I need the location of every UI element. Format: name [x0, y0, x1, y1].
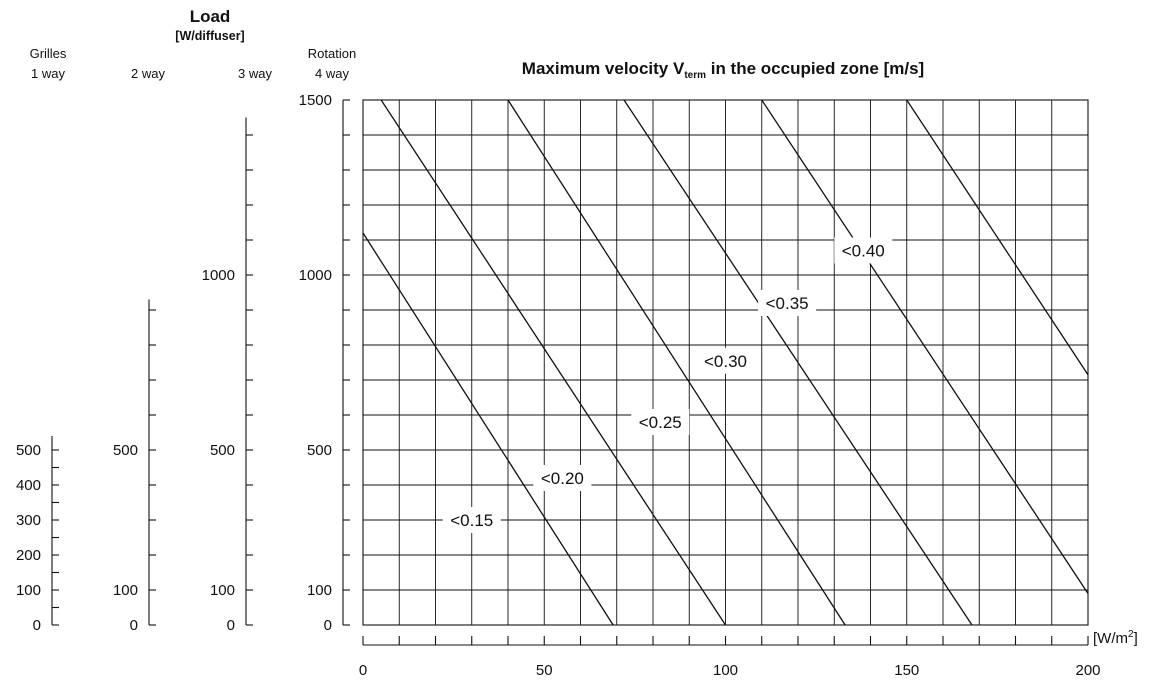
- x-unit-prefix: [W/m: [1093, 630, 1128, 647]
- series-group: <0.40: [834, 99, 1089, 376]
- x-tick-label: 150: [894, 662, 919, 679]
- series-label-bg: [533, 465, 592, 491]
- series-label-bg: [834, 237, 893, 264]
- series-label: <0.35: [766, 294, 809, 313]
- scale-header: 2 way: [131, 66, 165, 81]
- scale-tick-label: 0: [227, 617, 235, 634]
- scale-tick-label: 200: [16, 547, 41, 564]
- scale-tick-label: 300: [16, 512, 41, 529]
- x-unit-label: [W/m2]: [1093, 629, 1138, 647]
- series-label-bg: [631, 409, 690, 435]
- series-label: <0.30: [704, 352, 747, 371]
- scale-tick-label: 1500: [299, 92, 332, 109]
- x-tick-label: 0: [359, 662, 367, 679]
- scale-tick-label: 100: [113, 582, 138, 599]
- load-scale: 2 way 0 100 500: [113, 66, 166, 634]
- scale-tick-label: 100: [16, 582, 41, 599]
- scale-tick-label: 0: [33, 617, 41, 634]
- scale-tick-label: 500: [16, 442, 41, 459]
- scale-tick-label: 0: [324, 617, 332, 634]
- scale-header: Grilles: [30, 46, 67, 61]
- x-tick-label: 100: [713, 662, 738, 679]
- load-scales: Grilles 1 way 0 100 200 300 400 500 2 way 0 100 500…: [16, 46, 356, 634]
- scale-header: 3 way: [238, 66, 272, 81]
- scale-header: Rotation: [308, 46, 356, 61]
- scale-tick-label: 500: [210, 442, 235, 459]
- load-title: Load: [190, 7, 231, 26]
- series-line: [906, 99, 1089, 376]
- series-group: <0.30: [623, 99, 973, 626]
- scale-tick-label: 100: [210, 582, 235, 599]
- x-unit-suffix: ]: [1134, 630, 1138, 647]
- series-group: <0.25: [507, 99, 846, 626]
- series-label: <0.20: [541, 469, 584, 488]
- x-axis: 0 50 100 150 200 [W/m2]: [359, 629, 1138, 679]
- title-subscript: term: [684, 70, 706, 81]
- series-group: <0.20: [380, 99, 727, 626]
- series-label-bg: [442, 507, 501, 533]
- x-tick-label: 50: [536, 662, 553, 679]
- scale-tick-label: 1000: [202, 267, 235, 284]
- series-label-bg: [696, 347, 755, 374]
- load-unit: [W/diffuser]: [175, 29, 244, 43]
- scale-header: 1 way: [31, 66, 65, 81]
- scale-tick-label: 500: [307, 442, 332, 459]
- plot-grid: [362, 99, 1089, 626]
- series-line: [362, 232, 614, 626]
- series-line: [761, 99, 1089, 594]
- series-line: [623, 99, 973, 626]
- series-group: <0.15: [362, 232, 614, 626]
- load-scale: Grilles 1 way 0 100 200 300 400 500: [16, 46, 67, 634]
- scale-tick-label: 1000: [299, 267, 332, 284]
- scale-tick-label: 100: [307, 582, 332, 599]
- series-label: <0.40: [842, 242, 885, 261]
- scale-tick-label: 0: [130, 617, 138, 634]
- series-label-bg: [758, 290, 817, 316]
- series-group: <0.35: [758, 99, 1089, 594]
- chart-title: Maximum velocity Vterm in the occupied z…: [522, 59, 924, 81]
- velocity-series: <0.15 <0.20 <0.25 <0.30 <0.35 <0.40: [362, 99, 1089, 626]
- scale-header: 4 way: [315, 66, 349, 81]
- series-label: <0.15: [450, 511, 493, 530]
- scale-tick-label: 500: [113, 442, 138, 459]
- load-scale: Rotation 4 way 0 100 500 1000 1500: [299, 46, 357, 634]
- series-label: <0.25: [639, 413, 682, 432]
- x-unit-sup: 2: [1128, 629, 1134, 640]
- series-line: [380, 99, 727, 626]
- series-line: [507, 99, 846, 626]
- scale-tick-label: 400: [16, 477, 41, 494]
- x-tick-label: 200: [1075, 662, 1100, 679]
- load-scale: 3 way 0 100 500 1000: [202, 66, 273, 634]
